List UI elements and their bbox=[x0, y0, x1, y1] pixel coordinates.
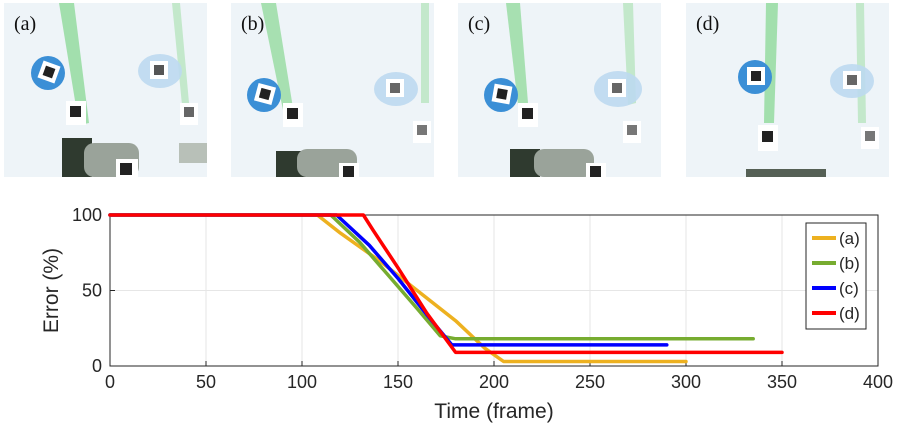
photo-panel-c: (c) bbox=[458, 3, 661, 177]
x-tick-label: 250 bbox=[575, 372, 605, 392]
x-tick-label: 400 bbox=[863, 372, 893, 392]
x-tick-label: 50 bbox=[196, 372, 216, 392]
x-tick-label: 100 bbox=[287, 372, 317, 392]
photo-panel-b: (b) bbox=[231, 3, 434, 177]
photo-panel-d: (d) bbox=[686, 3, 889, 177]
panel-label-b: (b) bbox=[241, 13, 265, 35]
panel-label-d: (d) bbox=[696, 13, 720, 35]
series-line-2 bbox=[108, 213, 755, 341]
legend-label: (a) bbox=[839, 229, 860, 248]
x-tick-label: 300 bbox=[671, 372, 701, 392]
robot-scene-image bbox=[231, 3, 434, 177]
panel-label-c: (c) bbox=[468, 13, 491, 35]
robot-scene-image bbox=[458, 3, 661, 177]
robot-scene-image bbox=[4, 3, 207, 177]
y-tick-label: 50 bbox=[82, 281, 102, 301]
x-tick-label: 350 bbox=[767, 372, 797, 392]
series-line-4 bbox=[108, 213, 784, 355]
y-axis-label: Error (%) bbox=[40, 248, 63, 333]
x-axis-label: Time (frame) bbox=[434, 400, 553, 423]
x-tick-label: 200 bbox=[479, 372, 509, 392]
legend-label: (c) bbox=[839, 279, 859, 298]
error-chart: 0 50 100 150 200 250 300 350 400 0 50 100 Time (fram… bbox=[40, 205, 893, 423]
y-tick-label: 0 bbox=[92, 356, 102, 376]
x-tick-label: 150 bbox=[383, 372, 413, 392]
panel-label-a: (a) bbox=[14, 13, 37, 35]
photo-panel-a: (a) bbox=[4, 3, 207, 177]
y-tick-label: 100 bbox=[72, 205, 102, 225]
series-line-1 bbox=[108, 213, 688, 364]
legend-label: (d) bbox=[839, 304, 860, 323]
robot-scene-image bbox=[686, 3, 889, 177]
legend-label: (b) bbox=[839, 254, 860, 273]
x-tick-label: 0 bbox=[105, 372, 115, 392]
